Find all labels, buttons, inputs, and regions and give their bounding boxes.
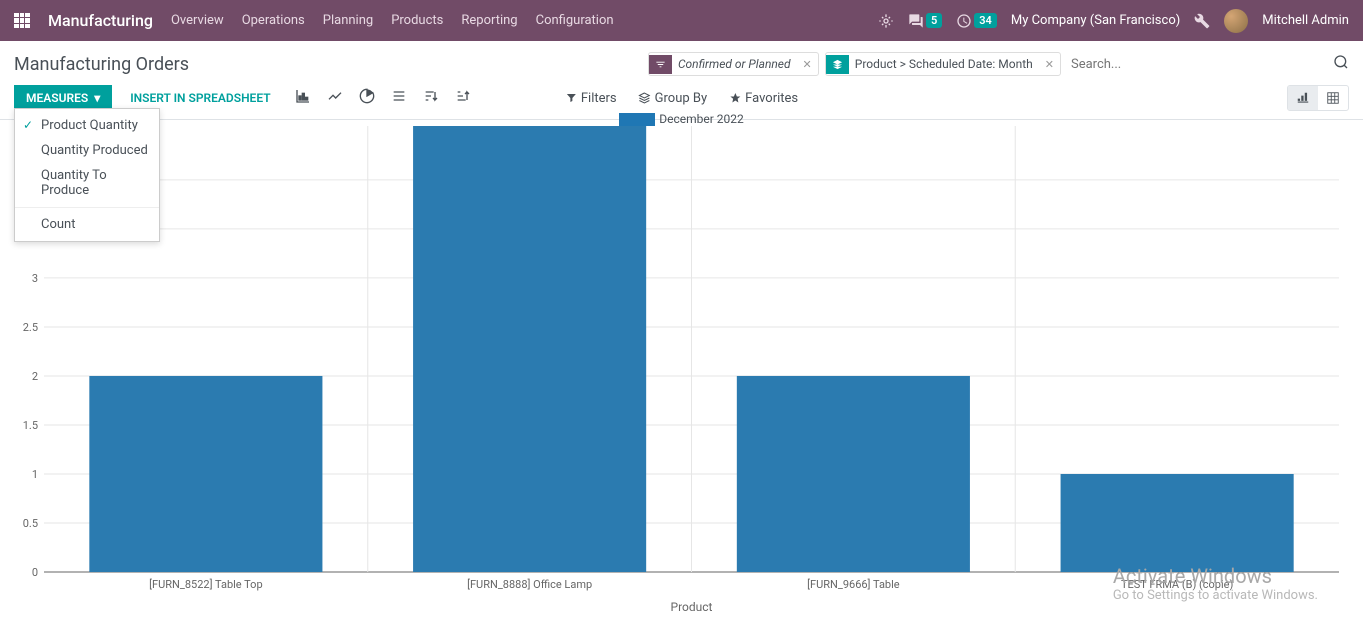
- measures-dropdown: Product Quantity Quantity Produced Quant…: [14, 108, 160, 242]
- nav-configuration[interactable]: Configuration: [536, 13, 614, 28]
- activities-icon[interactable]: 34: [956, 13, 997, 29]
- groupby-button[interactable]: Group By: [639, 91, 708, 106]
- svg-text:[FURN_8522] Table Top: [FURN_8522] Table Top: [149, 578, 263, 591]
- search-input[interactable]: [1067, 53, 1327, 76]
- svg-text:[FURN_9666] Table: [FURN_9666] Table: [807, 578, 900, 591]
- title-row: Manufacturing Orders Confirmed or Planne…: [0, 41, 1363, 79]
- facet-group-text: Product > Scheduled Date: Month: [849, 53, 1039, 75]
- filters-label: Filters: [581, 91, 617, 106]
- chart-type-icons: [295, 88, 471, 108]
- sort-asc-icon[interactable]: [455, 88, 471, 108]
- legend-swatch: [619, 113, 655, 126]
- apps-icon[interactable]: [14, 13, 30, 29]
- chart-legend: December 2022: [14, 112, 1349, 126]
- company-switcher[interactable]: My Company (San Francisco): [1011, 13, 1180, 28]
- facet-filter-close[interactable]: ✕: [797, 54, 818, 75]
- dropdown-item-quantity-produced[interactable]: Quantity Produced: [15, 138, 159, 163]
- svg-text:2: 2: [32, 370, 38, 383]
- svg-text:2.5: 2.5: [23, 321, 38, 334]
- favorites-label: Favorites: [745, 91, 798, 106]
- legend-label: December 2022: [659, 112, 744, 126]
- pivot-view-icon[interactable]: [1318, 86, 1348, 110]
- user-name[interactable]: Mitchell Admin: [1262, 13, 1349, 28]
- svg-text:TEST FRMA (B) (copie): TEST FRMA (B) (copie): [1121, 578, 1234, 591]
- svg-text:1: 1: [32, 468, 38, 481]
- nav-left: Manufacturing Overview Operations Planni…: [14, 11, 614, 30]
- insert-spreadsheet-button[interactable]: INSERT IN SPREADSHEET: [130, 91, 270, 105]
- svg-text:0.5: 0.5: [23, 517, 38, 530]
- favorites-button[interactable]: Favorites: [729, 91, 798, 106]
- nav-products[interactable]: Products: [391, 13, 443, 28]
- nav-planning[interactable]: Planning: [323, 13, 373, 28]
- graph-view-icon[interactable]: [1288, 86, 1318, 110]
- svg-text:1.5: 1.5: [23, 419, 38, 432]
- nav-operations[interactable]: Operations: [242, 13, 305, 28]
- search-facet-filter: Confirmed or Planned ✕: [648, 52, 819, 76]
- facet-group-close[interactable]: ✕: [1039, 54, 1060, 75]
- facet-filter-text: Confirmed or Planned: [672, 53, 797, 75]
- pie-chart-icon[interactable]: [359, 88, 375, 108]
- app-title[interactable]: Manufacturing: [48, 11, 153, 30]
- dropdown-item-quantity-to-produce[interactable]: Quantity To Produce: [15, 163, 159, 203]
- page-title: Manufacturing Orders: [14, 54, 189, 75]
- view-switcher: [1287, 85, 1349, 111]
- groupby-label: Group By: [655, 91, 708, 106]
- svg-text:0: 0: [32, 566, 38, 579]
- search-area: Confirmed or Planned ✕ Product > Schedul…: [648, 52, 1349, 76]
- sort-desc-icon[interactable]: [423, 88, 439, 108]
- toolbar-center: Filters Group By Favorites: [565, 91, 798, 106]
- svg-text:[FURN_8888] Office Lamp: [FURN_8888] Office Lamp: [467, 578, 592, 591]
- tools-icon[interactable]: [1194, 13, 1210, 29]
- messages-badge: 5: [926, 13, 942, 28]
- nav-reporting[interactable]: Reporting: [461, 13, 517, 28]
- stacked-icon[interactable]: [391, 88, 407, 108]
- bar-chart: 00.511.522.533.54[FURN_8522] Table Top[F…: [14, 126, 1349, 617]
- avatar[interactable]: [1224, 9, 1248, 33]
- layers-icon: [826, 55, 849, 74]
- line-chart-icon[interactable]: [327, 88, 343, 108]
- nav-overview[interactable]: Overview: [171, 13, 224, 28]
- search-facet-group: Product > Scheduled Date: Month ✕: [825, 52, 1061, 76]
- messages-icon[interactable]: 5: [908, 13, 942, 29]
- top-navbar: Manufacturing Overview Operations Planni…: [0, 0, 1363, 41]
- caret-down-icon: ▾: [94, 91, 100, 105]
- dropdown-item-count[interactable]: Count: [15, 212, 159, 237]
- debug-icon[interactable]: [878, 13, 894, 29]
- funnel-icon: [649, 55, 672, 74]
- dropdown-separator: [15, 207, 159, 208]
- search-icon[interactable]: [1333, 54, 1349, 74]
- bar-chart-icon[interactable]: [295, 88, 311, 108]
- svg-text:Product: Product: [671, 600, 713, 614]
- measures-label: MEASURES: [26, 91, 88, 105]
- chart-container: December 2022 00.511.522.533.54[FURN_852…: [14, 112, 1349, 623]
- svg-text:3: 3: [32, 272, 38, 285]
- filters-button[interactable]: Filters: [565, 91, 617, 106]
- dropdown-item-product-quantity[interactable]: Product Quantity: [15, 113, 159, 138]
- activities-badge: 34: [974, 13, 997, 28]
- nav-right: 5 34 My Company (San Francisco) Mitchell…: [878, 9, 1349, 33]
